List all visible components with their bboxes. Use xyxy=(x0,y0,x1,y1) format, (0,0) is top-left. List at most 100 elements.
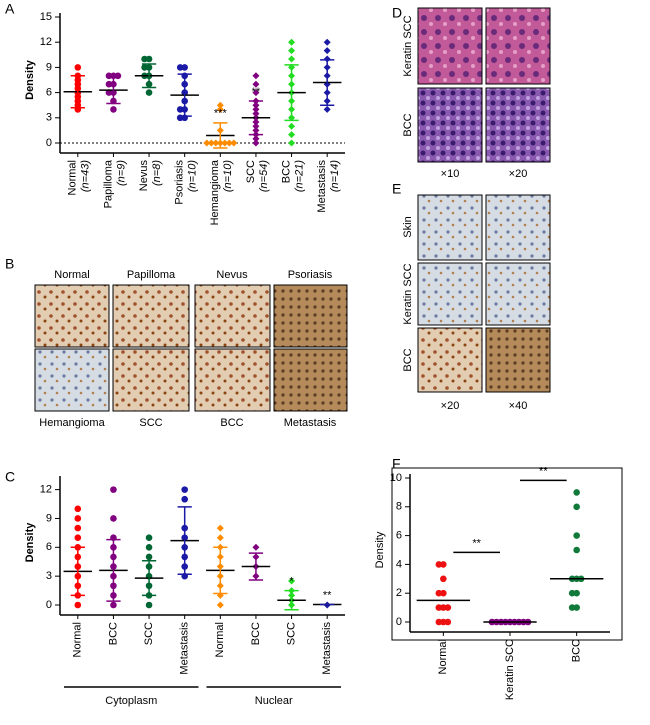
point xyxy=(323,47,331,55)
image xyxy=(273,348,348,412)
point xyxy=(288,131,296,139)
column-label: ×20 xyxy=(509,168,528,180)
point xyxy=(444,604,452,611)
x-tick-label: SCC xyxy=(245,160,257,183)
image-label: SCC xyxy=(139,417,162,429)
column-label: ×20 xyxy=(441,400,460,412)
y-axis-label: Density xyxy=(24,522,36,563)
x-tick-label: Metastasis xyxy=(321,622,333,675)
image xyxy=(194,284,271,348)
x-tick-label: BCC xyxy=(280,160,292,183)
significance: * xyxy=(289,575,294,587)
point xyxy=(440,575,447,583)
panel-letter: D xyxy=(392,5,402,21)
point xyxy=(435,589,443,597)
x-tick-label: SCC xyxy=(285,622,297,645)
point xyxy=(110,106,117,113)
point xyxy=(141,64,148,71)
x-tick-label: Psoriasis xyxy=(174,160,186,205)
error-bar xyxy=(213,122,228,149)
column-label: ×10 xyxy=(441,168,460,180)
point xyxy=(145,601,153,609)
y-tick-label: 9 xyxy=(46,61,52,73)
point xyxy=(252,543,260,551)
point xyxy=(181,495,188,503)
point xyxy=(288,139,296,147)
row-label: BCC xyxy=(402,113,414,136)
point xyxy=(216,105,224,113)
n-label: (n=10) xyxy=(187,160,199,192)
error-bar xyxy=(213,546,228,595)
point xyxy=(288,55,296,63)
column-label: ×40 xyxy=(509,400,528,412)
point xyxy=(74,601,82,609)
point xyxy=(114,72,122,80)
x-tick-label: Normal xyxy=(214,622,226,657)
point xyxy=(145,534,153,541)
point xyxy=(74,505,82,513)
error-bar xyxy=(70,75,85,109)
point xyxy=(105,89,113,96)
n-label: (n=54) xyxy=(258,160,270,192)
x-tick-label: Normal xyxy=(67,160,79,195)
row-label: Keratin SCC xyxy=(402,15,414,76)
point xyxy=(216,534,224,542)
panel-letter: A xyxy=(5,1,15,17)
point xyxy=(216,101,224,109)
x-tick-label: BCC xyxy=(250,622,262,645)
error-bar xyxy=(320,59,335,106)
point xyxy=(573,546,580,554)
panel-letter: E xyxy=(392,181,401,197)
x-tick-label: Metastasis xyxy=(316,160,328,213)
y-tick-label: 2 xyxy=(396,587,402,599)
row-label: BCC xyxy=(402,348,414,371)
point xyxy=(568,589,576,597)
significance: ** xyxy=(539,465,548,477)
point xyxy=(216,601,224,609)
point xyxy=(203,139,211,147)
image-label: BCC xyxy=(220,417,243,429)
image xyxy=(112,348,190,412)
image xyxy=(485,262,551,326)
point xyxy=(212,139,220,147)
point xyxy=(323,105,331,113)
point xyxy=(74,515,82,522)
point xyxy=(145,544,153,551)
y-tick-label: 0 xyxy=(46,599,52,611)
image xyxy=(417,87,483,163)
x-tick-label: BCC xyxy=(571,639,583,662)
point xyxy=(323,38,331,46)
image xyxy=(417,194,483,261)
y-axis-label: Density xyxy=(374,531,386,568)
x-tick-label: Metastasis xyxy=(179,622,191,675)
panel-letter: C xyxy=(5,469,15,485)
point xyxy=(252,80,260,88)
point xyxy=(141,55,148,63)
significance: *** xyxy=(214,108,228,120)
error-bar xyxy=(70,546,85,597)
y-tick-label: 10 xyxy=(390,472,402,484)
y-tick-label: 6 xyxy=(396,530,402,542)
image-label: Papilloma xyxy=(127,269,176,281)
x-tick-label: SCC xyxy=(143,622,155,645)
y-tick-label: 8 xyxy=(396,501,402,513)
image xyxy=(417,7,483,85)
y-tick-label: 0 xyxy=(46,137,52,149)
group-label: Nuclear xyxy=(255,695,293,707)
point xyxy=(288,38,296,46)
y-tick-label: 9 xyxy=(46,512,52,524)
image xyxy=(34,284,110,348)
y-tick-label: 12 xyxy=(40,484,52,496)
n-label: (n=14) xyxy=(329,160,341,192)
image xyxy=(485,7,551,85)
error-bar xyxy=(177,506,192,575)
image-label: Psoriasis xyxy=(288,269,333,281)
point xyxy=(74,524,82,532)
panel-letter: B xyxy=(5,256,14,272)
point xyxy=(252,135,260,143)
image xyxy=(485,87,551,163)
image xyxy=(194,348,271,412)
point xyxy=(176,106,184,113)
n-label: (n=10) xyxy=(222,160,234,192)
point xyxy=(110,515,117,522)
